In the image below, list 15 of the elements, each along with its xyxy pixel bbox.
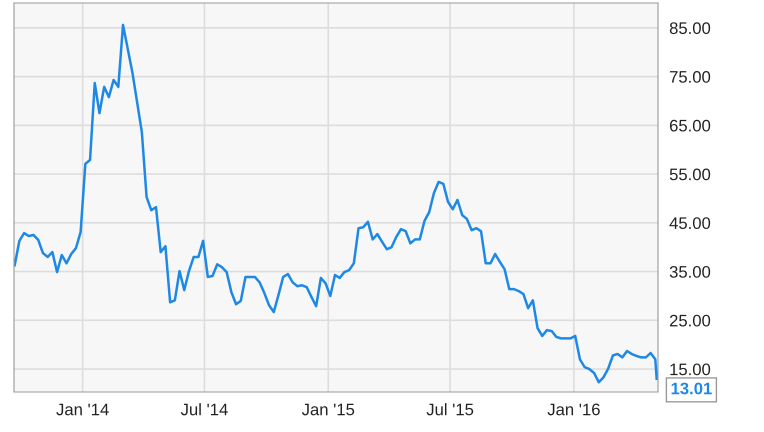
y-tick-label: 35.00: [670, 266, 710, 278]
line-series: [14, 24, 658, 384]
x-tick-label: Jul '15: [426, 403, 474, 416]
y-tick-label: 85.00: [670, 22, 710, 34]
x-tick-label: Jan '16: [548, 404, 600, 416]
y-tick-label: 15.00: [670, 363, 710, 376]
x-tick-label: Jan '15: [302, 404, 354, 416]
y-tick-label: 25.00: [670, 314, 710, 327]
y-tick-label: 65.00: [670, 120, 710, 132]
annotation: 13.01: [672, 382, 712, 394]
x-tick-label: Jan '14: [56, 404, 109, 416]
y-tick-label: 55.00: [670, 168, 710, 180]
x-tick-label: Jul '14: [180, 403, 228, 416]
y-tick-label: 45.00: [669, 217, 710, 230]
y-tick-label: 75.00: [670, 71, 710, 83]
